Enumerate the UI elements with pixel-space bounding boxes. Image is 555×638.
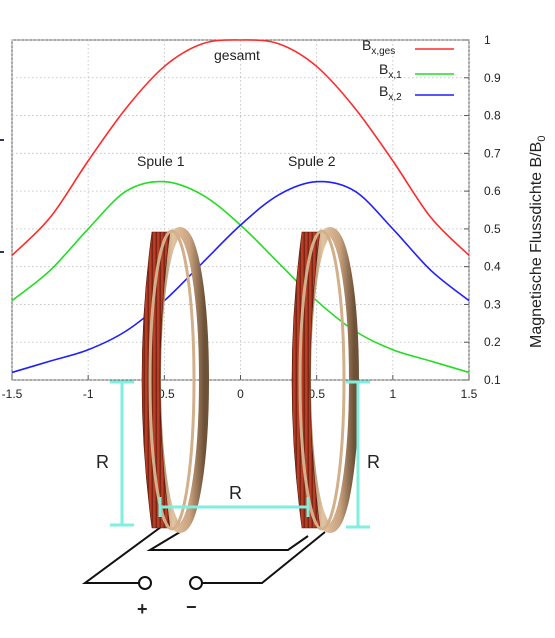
- distance-bracket: [158, 497, 310, 517]
- label-spule-2: Spule 2: [288, 153, 336, 169]
- radius-label-right: R: [367, 452, 380, 472]
- y-tick-label: 1: [484, 33, 491, 47]
- y-tick-label: 0.9: [484, 71, 501, 85]
- legend: Bx,ges Bx,1 Bx,2: [362, 37, 454, 103]
- x-tick-label: 0: [237, 387, 244, 401]
- radius-left-bracket: [110, 380, 134, 527]
- x-tick-label: 0.5: [308, 387, 325, 401]
- coil-2-ring-front: [298, 229, 346, 531]
- measurements: [110, 380, 370, 529]
- y-tick-label: 0.4: [484, 260, 501, 274]
- y-tick-label: 0.2: [484, 335, 501, 349]
- plus-sign: +: [137, 599, 148, 619]
- curves: [11, 39, 470, 374]
- coil-1-ring-front: [148, 229, 196, 531]
- y-tick-label: 0.3: [484, 297, 501, 311]
- x-tick-label: -1: [83, 387, 94, 401]
- terminal-plus: [138, 576, 152, 590]
- series-line-x2: [11, 180, 470, 374]
- coil-1: [141, 227, 209, 533]
- legend-label-x2: Bx,2: [379, 83, 402, 103]
- y-tick-label: 0.8: [484, 109, 501, 123]
- wiring: [81, 523, 326, 584]
- radius-label-left: R: [96, 452, 109, 472]
- y-tick-label: 0.1: [484, 373, 501, 387]
- y-tick-label: 0.7: [484, 146, 501, 160]
- legend-entry-ges: Bx,ges: [362, 37, 454, 57]
- minus-sign: −: [186, 597, 197, 617]
- radius-right-bracket: [346, 380, 370, 529]
- legend-label-ges: Bx,ges: [362, 37, 395, 57]
- terminal-minus: [189, 576, 203, 590]
- wire-plus: [81, 523, 166, 584]
- x-axis-ticks: -1.5 -1 -0.5 0 0.5 1 1.5: [2, 375, 478, 401]
- grid-lines: [11, 39, 470, 381]
- x-tick-label: 1.5: [461, 387, 478, 401]
- legend-entry-x2: Bx,2: [379, 83, 454, 103]
- y-axis-label: Magnetische Flussdichte B/B0: [528, 136, 548, 348]
- y-tick-label: 0.6: [484, 184, 501, 198]
- x-tick-label: -1.5: [2, 387, 23, 401]
- label-gesamt: gesamt: [214, 47, 260, 63]
- coil-2: [291, 227, 359, 533]
- wire-minus: [202, 531, 326, 584]
- wire-coil1-return: [146, 531, 309, 551]
- legend-entry-x1: Bx,1: [379, 61, 454, 81]
- series-line-ges: [11, 39, 470, 256]
- x-tick-label: 1: [389, 387, 396, 401]
- y-tick-label: 0.5: [484, 222, 501, 236]
- label-spule-1: Spule 1: [137, 153, 185, 169]
- legend-label-x1: Bx,1: [379, 61, 402, 81]
- distance-label: R: [229, 483, 242, 503]
- y-axis-ticks: 0.1 0.2 0.3 0.4 0.5 0.6 0.7 0.8 0.9 1: [464, 33, 501, 387]
